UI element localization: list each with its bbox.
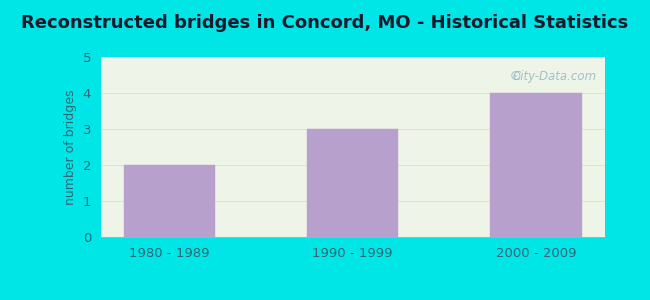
Bar [124, 165, 215, 237]
Text: City-Data.com: City-Data.com [513, 70, 597, 83]
Text: Reconstructed bridges in Concord, MO - Historical Statistics: Reconstructed bridges in Concord, MO - H… [21, 14, 629, 32]
Bar [307, 129, 398, 237]
Y-axis label: number of bridges: number of bridges [64, 89, 77, 205]
Text: ⊙: ⊙ [510, 69, 521, 83]
Bar [490, 93, 582, 237]
